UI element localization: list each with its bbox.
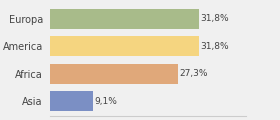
Bar	[50, 64, 178, 84]
Bar	[50, 36, 199, 56]
Bar	[50, 91, 93, 111]
Text: 31,8%: 31,8%	[201, 14, 229, 23]
Text: 31,8%: 31,8%	[201, 42, 229, 51]
Text: 27,3%: 27,3%	[180, 69, 208, 78]
Text: 9,1%: 9,1%	[95, 97, 118, 106]
Bar	[50, 9, 199, 29]
